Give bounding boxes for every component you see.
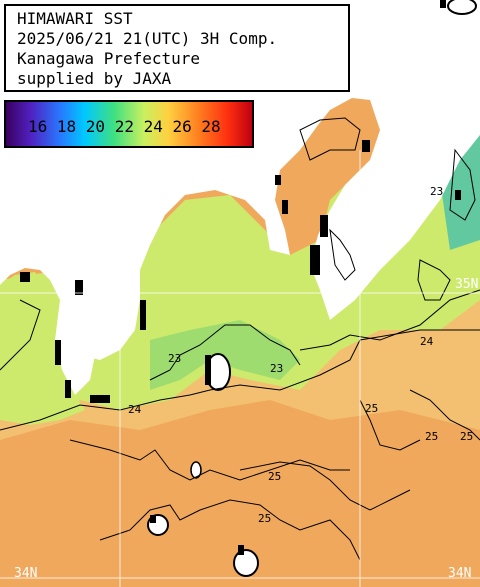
land-miura-peninsula	[55, 300, 95, 395]
island-top-right	[447, 0, 477, 15]
contour-label: 25	[425, 430, 439, 443]
map-title-box: HIMAWARI SST 2025/06/21 21(UTC) 3H Comp.…	[4, 4, 350, 92]
legend-gradient	[6, 102, 252, 146]
contour-label: 23	[270, 362, 284, 375]
contour-label: 23	[430, 185, 444, 198]
contour-lines	[0, 117, 480, 561]
sst-color-legend: 16 18 20 22 24 26 28	[4, 100, 254, 148]
contour-label: 25	[365, 402, 379, 415]
contour-label: 25	[258, 512, 272, 525]
legend-labels: 16 18 20 22 24 26 28	[28, 117, 221, 136]
title-line-4: supplied by JAXA	[17, 69, 172, 88]
grid-label-34n-right: 34N	[448, 566, 472, 581]
contour-label: 25	[460, 430, 474, 443]
contour-label: 25	[268, 470, 282, 483]
sea-left-coast	[0, 272, 85, 425]
sea-cooler-patch	[150, 320, 300, 390]
island-3	[190, 461, 202, 479]
title-line-2: 2025/06/21 21(UTC) 3H Comp.	[17, 29, 278, 48]
contour-label: 24	[420, 335, 434, 348]
title-line-3: Kanagawa Prefecture	[17, 49, 201, 68]
contour-label: 23	[168, 352, 182, 365]
cloud-mask-pixels	[20, 0, 461, 555]
island-2	[233, 549, 259, 577]
grid-lines	[0, 150, 480, 587]
contour-label: 24	[128, 403, 142, 416]
grid-label-34n-left: 34N	[14, 566, 38, 581]
title-line-1: HIMAWARI SST	[17, 9, 133, 28]
grid-label-35n: 35N	[455, 277, 479, 292]
